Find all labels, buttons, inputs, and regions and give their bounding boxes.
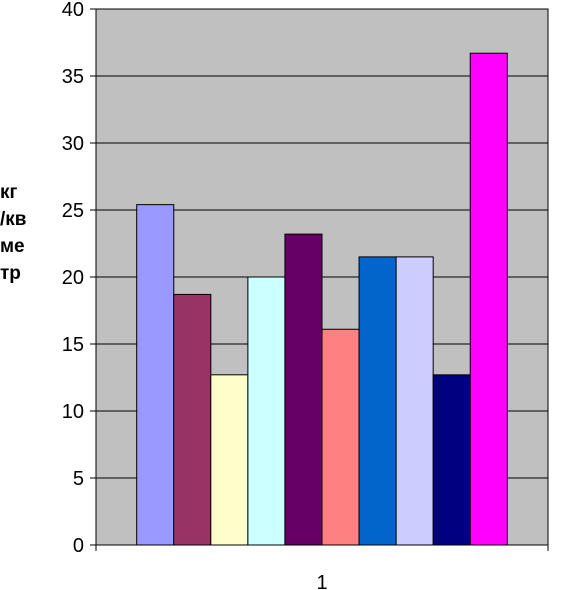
bars [136, 52, 508, 546]
y-axis-label-line: тр [0, 263, 21, 284]
bar [395, 256, 434, 546]
y-axis-label-line: /кв [0, 209, 26, 230]
bar [284, 233, 323, 546]
y-tick-label: 15 [62, 334, 84, 356]
bar [210, 374, 249, 546]
bar [432, 374, 471, 546]
x-tick-label: 1 [316, 572, 327, 590]
y-tick-label: 0 [73, 535, 84, 557]
y-tick-label: 10 [62, 401, 84, 423]
y-axis-label-line: кг [0, 182, 18, 203]
bar [173, 293, 212, 546]
y-tick-label: 30 [62, 133, 84, 155]
y-tick-label: 40 [62, 0, 84, 21]
bar [136, 204, 175, 546]
y-tick-label: 5 [73, 468, 84, 490]
y-axis: 0 5 10 15 20 25 30 35 40 [62, 0, 97, 557]
y-tick-label: 35 [62, 66, 84, 88]
y-axis-label: кг /кв ме тр [0, 182, 32, 284]
y-tick-label: 25 [62, 200, 84, 222]
y-axis-label-line: ме [0, 236, 25, 257]
bar [469, 52, 508, 546]
x-axis: 1 [95, 544, 549, 590]
bar [247, 276, 286, 546]
bar [321, 328, 360, 546]
bar [358, 256, 397, 546]
y-tick-label: 20 [62, 267, 84, 289]
